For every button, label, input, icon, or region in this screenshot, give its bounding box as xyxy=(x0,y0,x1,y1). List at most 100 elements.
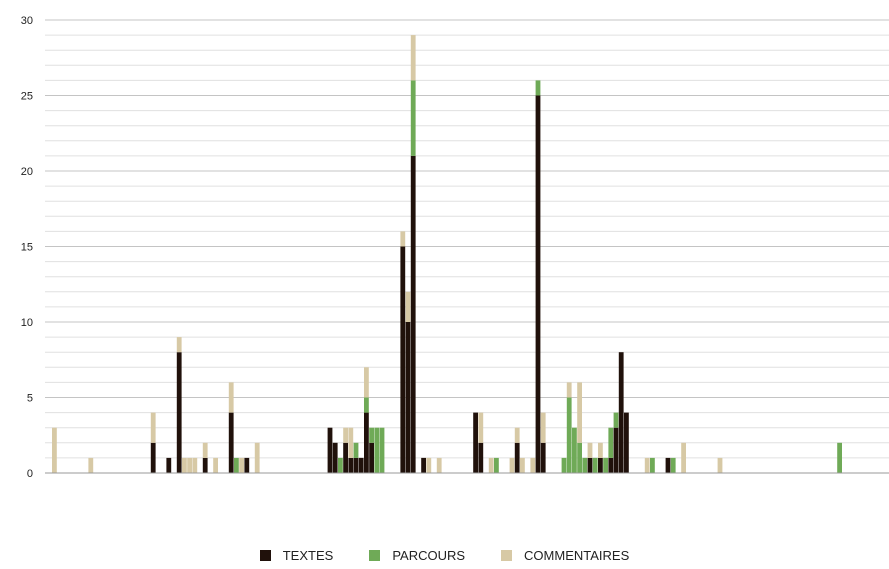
bar-textes xyxy=(613,427,619,473)
y-tick-label: 30 xyxy=(21,15,33,27)
bar-textes xyxy=(618,352,624,473)
bar-textes xyxy=(353,457,359,473)
bar-commentaires xyxy=(52,427,57,473)
legend-item-textes: TEXTES xyxy=(259,548,334,563)
bar-textes xyxy=(421,457,426,473)
bar-commentaires xyxy=(514,427,520,443)
bar-commentaires xyxy=(436,457,442,473)
bar-parcours xyxy=(650,457,655,473)
bar-commentaires xyxy=(400,231,406,247)
bar-parcours xyxy=(603,457,608,473)
y-tick-label: 0 xyxy=(27,468,33,480)
bar-textes xyxy=(332,442,338,473)
bar-commentaires xyxy=(598,442,603,458)
bar-textes xyxy=(166,457,172,473)
legend-item-commentaires: COMMENTAIRES xyxy=(501,548,629,563)
bar-textes xyxy=(176,352,182,473)
y-tick-label: 10 xyxy=(21,317,33,329)
bar-textes xyxy=(327,427,333,473)
bar-textes xyxy=(540,442,546,473)
bar-textes xyxy=(369,442,374,473)
bar-textes xyxy=(587,457,593,473)
bar-commentaires xyxy=(566,382,572,398)
legend-swatch-commentaires xyxy=(501,550,513,561)
bar-parcours xyxy=(234,457,239,473)
bar-textes xyxy=(478,442,484,473)
bar-parcours xyxy=(582,457,588,473)
bar-textes xyxy=(608,457,614,473)
bar-commentaires xyxy=(540,412,546,443)
bar-parcours xyxy=(369,427,374,443)
bar-parcours xyxy=(566,397,572,473)
bar-textes xyxy=(244,457,250,473)
y-tick-label: 25 xyxy=(21,91,33,103)
bar-commentaires xyxy=(213,457,218,473)
bar-parcours xyxy=(338,457,343,473)
bar-textes xyxy=(202,457,208,473)
bar-textes xyxy=(624,412,629,473)
bar-parcours xyxy=(837,442,842,473)
bar-textes xyxy=(343,442,348,473)
bar-commentaires xyxy=(478,412,484,443)
bar-parcours xyxy=(577,442,582,473)
bar-textes xyxy=(405,322,411,473)
bar-textes xyxy=(665,457,671,473)
bar-textes xyxy=(410,155,416,473)
bar-commentaires xyxy=(405,291,411,322)
bar-commentaires xyxy=(192,457,198,473)
bar-textes xyxy=(514,442,520,473)
bar-commentaires xyxy=(530,457,536,473)
bar-commentaires xyxy=(681,442,686,473)
bar-commentaires xyxy=(254,442,260,473)
legend-label-textes: TEXTES xyxy=(282,548,334,563)
legend-swatch-textes xyxy=(259,550,271,561)
bar-commentaires xyxy=(202,442,208,458)
bar-parcours xyxy=(572,427,577,473)
legend-label-commentaires: COMMENTAIRES xyxy=(524,548,630,563)
bar-commentaires xyxy=(587,442,593,458)
bar-parcours xyxy=(353,442,359,458)
y-axis-labels: 0 5 10 15 20 25 30 xyxy=(21,15,33,480)
bar-commentaires xyxy=(488,457,494,473)
bar-parcours xyxy=(535,80,541,96)
y-tick-label: 15 xyxy=(21,242,33,254)
legend-label-parcours: PARCOURS xyxy=(392,548,466,563)
bar-commentaires xyxy=(364,367,369,398)
bar-parcours xyxy=(494,457,499,473)
bar-textes xyxy=(535,95,541,473)
bar-textes xyxy=(400,246,406,473)
bar-commentaires xyxy=(520,457,525,473)
bar-textes xyxy=(598,457,603,473)
bar-parcours xyxy=(364,397,369,413)
bar-commentaires xyxy=(644,457,650,473)
bar-textes xyxy=(228,412,234,473)
bar-parcours xyxy=(670,457,676,473)
bar-commentaires xyxy=(343,427,348,443)
bar-commentaires xyxy=(88,457,94,473)
bar-commentaires xyxy=(176,337,182,353)
bar-textes xyxy=(473,412,478,473)
bar-commentaires xyxy=(577,382,582,443)
bar-commentaires xyxy=(348,427,354,458)
legend-swatch-parcours xyxy=(369,550,381,561)
bar-commentaires xyxy=(150,412,156,443)
bar-parcours xyxy=(608,427,614,458)
bar-parcours xyxy=(592,457,598,473)
bar-commentaires xyxy=(717,457,723,473)
bar-commentaires xyxy=(182,457,187,473)
y-tick-label: 20 xyxy=(21,166,33,178)
bar-textes xyxy=(150,442,156,473)
y-tick-label: 5 xyxy=(27,393,33,405)
bar-parcours xyxy=(613,412,619,428)
bar-parcours xyxy=(561,457,567,473)
bars xyxy=(52,35,842,473)
legend-item-parcours: PARCOURS xyxy=(369,548,465,563)
bar-parcours xyxy=(374,427,380,473)
bar-commentaires xyxy=(410,35,416,81)
bar-commentaires xyxy=(426,457,432,473)
bar-commentaires xyxy=(187,457,192,473)
grid xyxy=(45,19,889,459)
bar-commentaires xyxy=(509,457,515,473)
bar-parcours xyxy=(379,427,385,473)
